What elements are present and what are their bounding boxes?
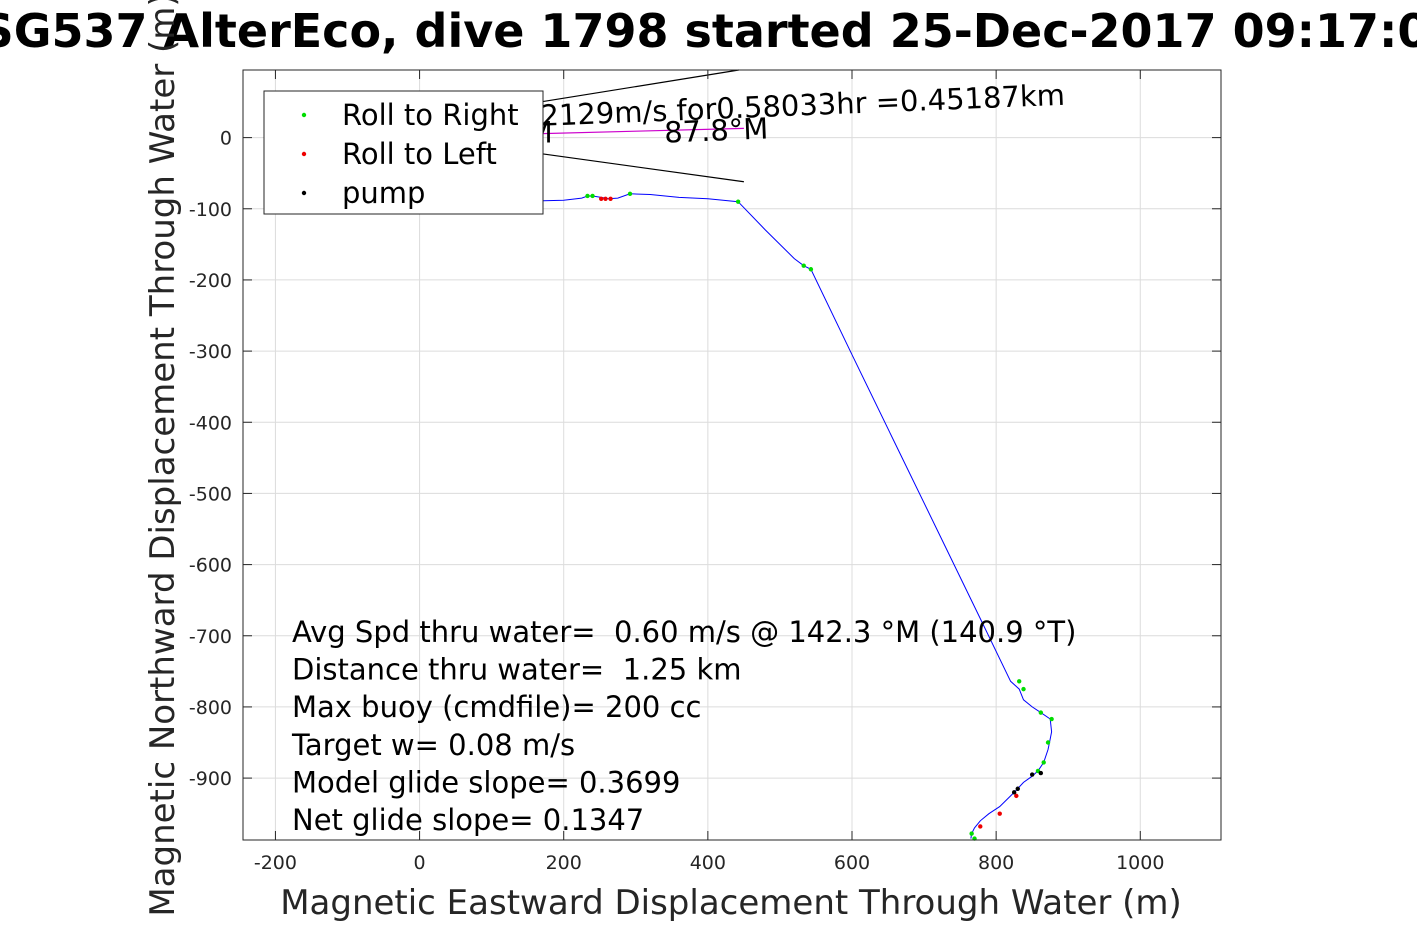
- y-tick-label: -600: [189, 555, 232, 577]
- roll-left-marker: [978, 824, 983, 829]
- y-tick-label: -500: [189, 483, 232, 505]
- legend-label-2: pump: [342, 176, 425, 210]
- plot-frame: [242, 69, 1222, 841]
- y-tick-label: -900: [189, 768, 232, 790]
- roll-right-marker: [627, 191, 633, 197]
- arrow-line-0: [513, 69, 739, 107]
- stats-block: Avg Spd thru water= 0.60 m/s @ 142.3 °M …: [291, 615, 1076, 837]
- y-tick-label: 0: [220, 128, 232, 150]
- legend-label-0: Roll to Right: [342, 98, 519, 132]
- legend-label-1: Roll to Left: [342, 137, 497, 171]
- y-tick-label: -200: [189, 270, 232, 292]
- roll-right-marker: [735, 199, 741, 204]
- roll-right-marker: [969, 831, 974, 836]
- roll-left-marker: [1014, 793, 1019, 799]
- x-axis-label: Magnetic Eastward Displacement Through W…: [280, 883, 1182, 923]
- legend-marker-0: [301, 112, 307, 118]
- roll-left-marker: [598, 196, 604, 202]
- roll-right-marker: [808, 267, 814, 272]
- vector-annotation-1: 87.8°M: [664, 111, 769, 149]
- x-tick-label: 1000: [1116, 852, 1164, 874]
- stats-line-0: Avg Spd thru water= 0.60 m/s @ 142.3 °M …: [292, 615, 1076, 649]
- x-tick-label: 600: [834, 852, 870, 874]
- roll-right-marker: [1041, 760, 1046, 765]
- stats-line-3: Target w= 0.08 m/s: [291, 728, 575, 762]
- chart-title: SG537 AlterEco, dive 1798 started 25-Dec…: [0, 4, 1417, 58]
- stats-line-4: Model glide slope= 0.3699: [292, 765, 680, 799]
- tick-layer: -200 0 200 400 600 800 1000 0 -100 -200 -300 -400 -5…: [189, 70, 1221, 874]
- roll-right-marker: [590, 193, 595, 199]
- roll-right-marker: [1021, 686, 1026, 692]
- grid-layer: [243, 70, 1221, 840]
- x-tick-label: 200: [546, 852, 582, 874]
- y-axis-label: Magnetic Northward Displacement Through …: [143, 0, 183, 917]
- roll-right-marker: [801, 263, 806, 268]
- legend-box: [263, 90, 544, 215]
- roll-left-marker: [997, 811, 1002, 816]
- y-tick-label: -400: [189, 412, 232, 434]
- roll-right-marker: [1049, 716, 1054, 722]
- pump-marker: [1015, 786, 1020, 791]
- legend-marker-2: [301, 190, 307, 196]
- roll-right-marker: [585, 193, 590, 199]
- legend: Roll to Right Roll to Left pump: [263, 90, 544, 215]
- legend-marker-1: [301, 151, 307, 157]
- y-tick-label: -700: [189, 626, 232, 648]
- y-tick-label: -800: [189, 697, 232, 719]
- x-tick-label: 400: [690, 852, 726, 874]
- pump-marker: [1011, 790, 1017, 795]
- roll-right-marker: [1045, 740, 1051, 745]
- pump-marker: [1029, 772, 1035, 777]
- stats-line-2: Max buoy (cmdfile)= 200 cc: [292, 690, 701, 724]
- x-tick-label: 800: [978, 852, 1014, 874]
- y-tick-label: -300: [189, 341, 232, 363]
- y-tick-label: -100: [189, 199, 232, 221]
- marker-layer: [585, 191, 1054, 841]
- x-tick-label: 0: [414, 852, 426, 874]
- stats-line-5: Net glide slope= 0.1347: [292, 803, 644, 837]
- arrow-line-1: [527, 151, 744, 183]
- roll-left-marker: [603, 196, 608, 202]
- series-line-1: [527, 127, 744, 135]
- roll-right-marker: [1017, 679, 1022, 684]
- x-tick-label: -200: [254, 852, 297, 874]
- roll-left-marker: [608, 196, 613, 202]
- roll-right-marker: [1038, 710, 1044, 715]
- stats-line-1: Distance thru water= 1.25 km: [292, 653, 742, 687]
- pump-marker: [1038, 770, 1044, 776]
